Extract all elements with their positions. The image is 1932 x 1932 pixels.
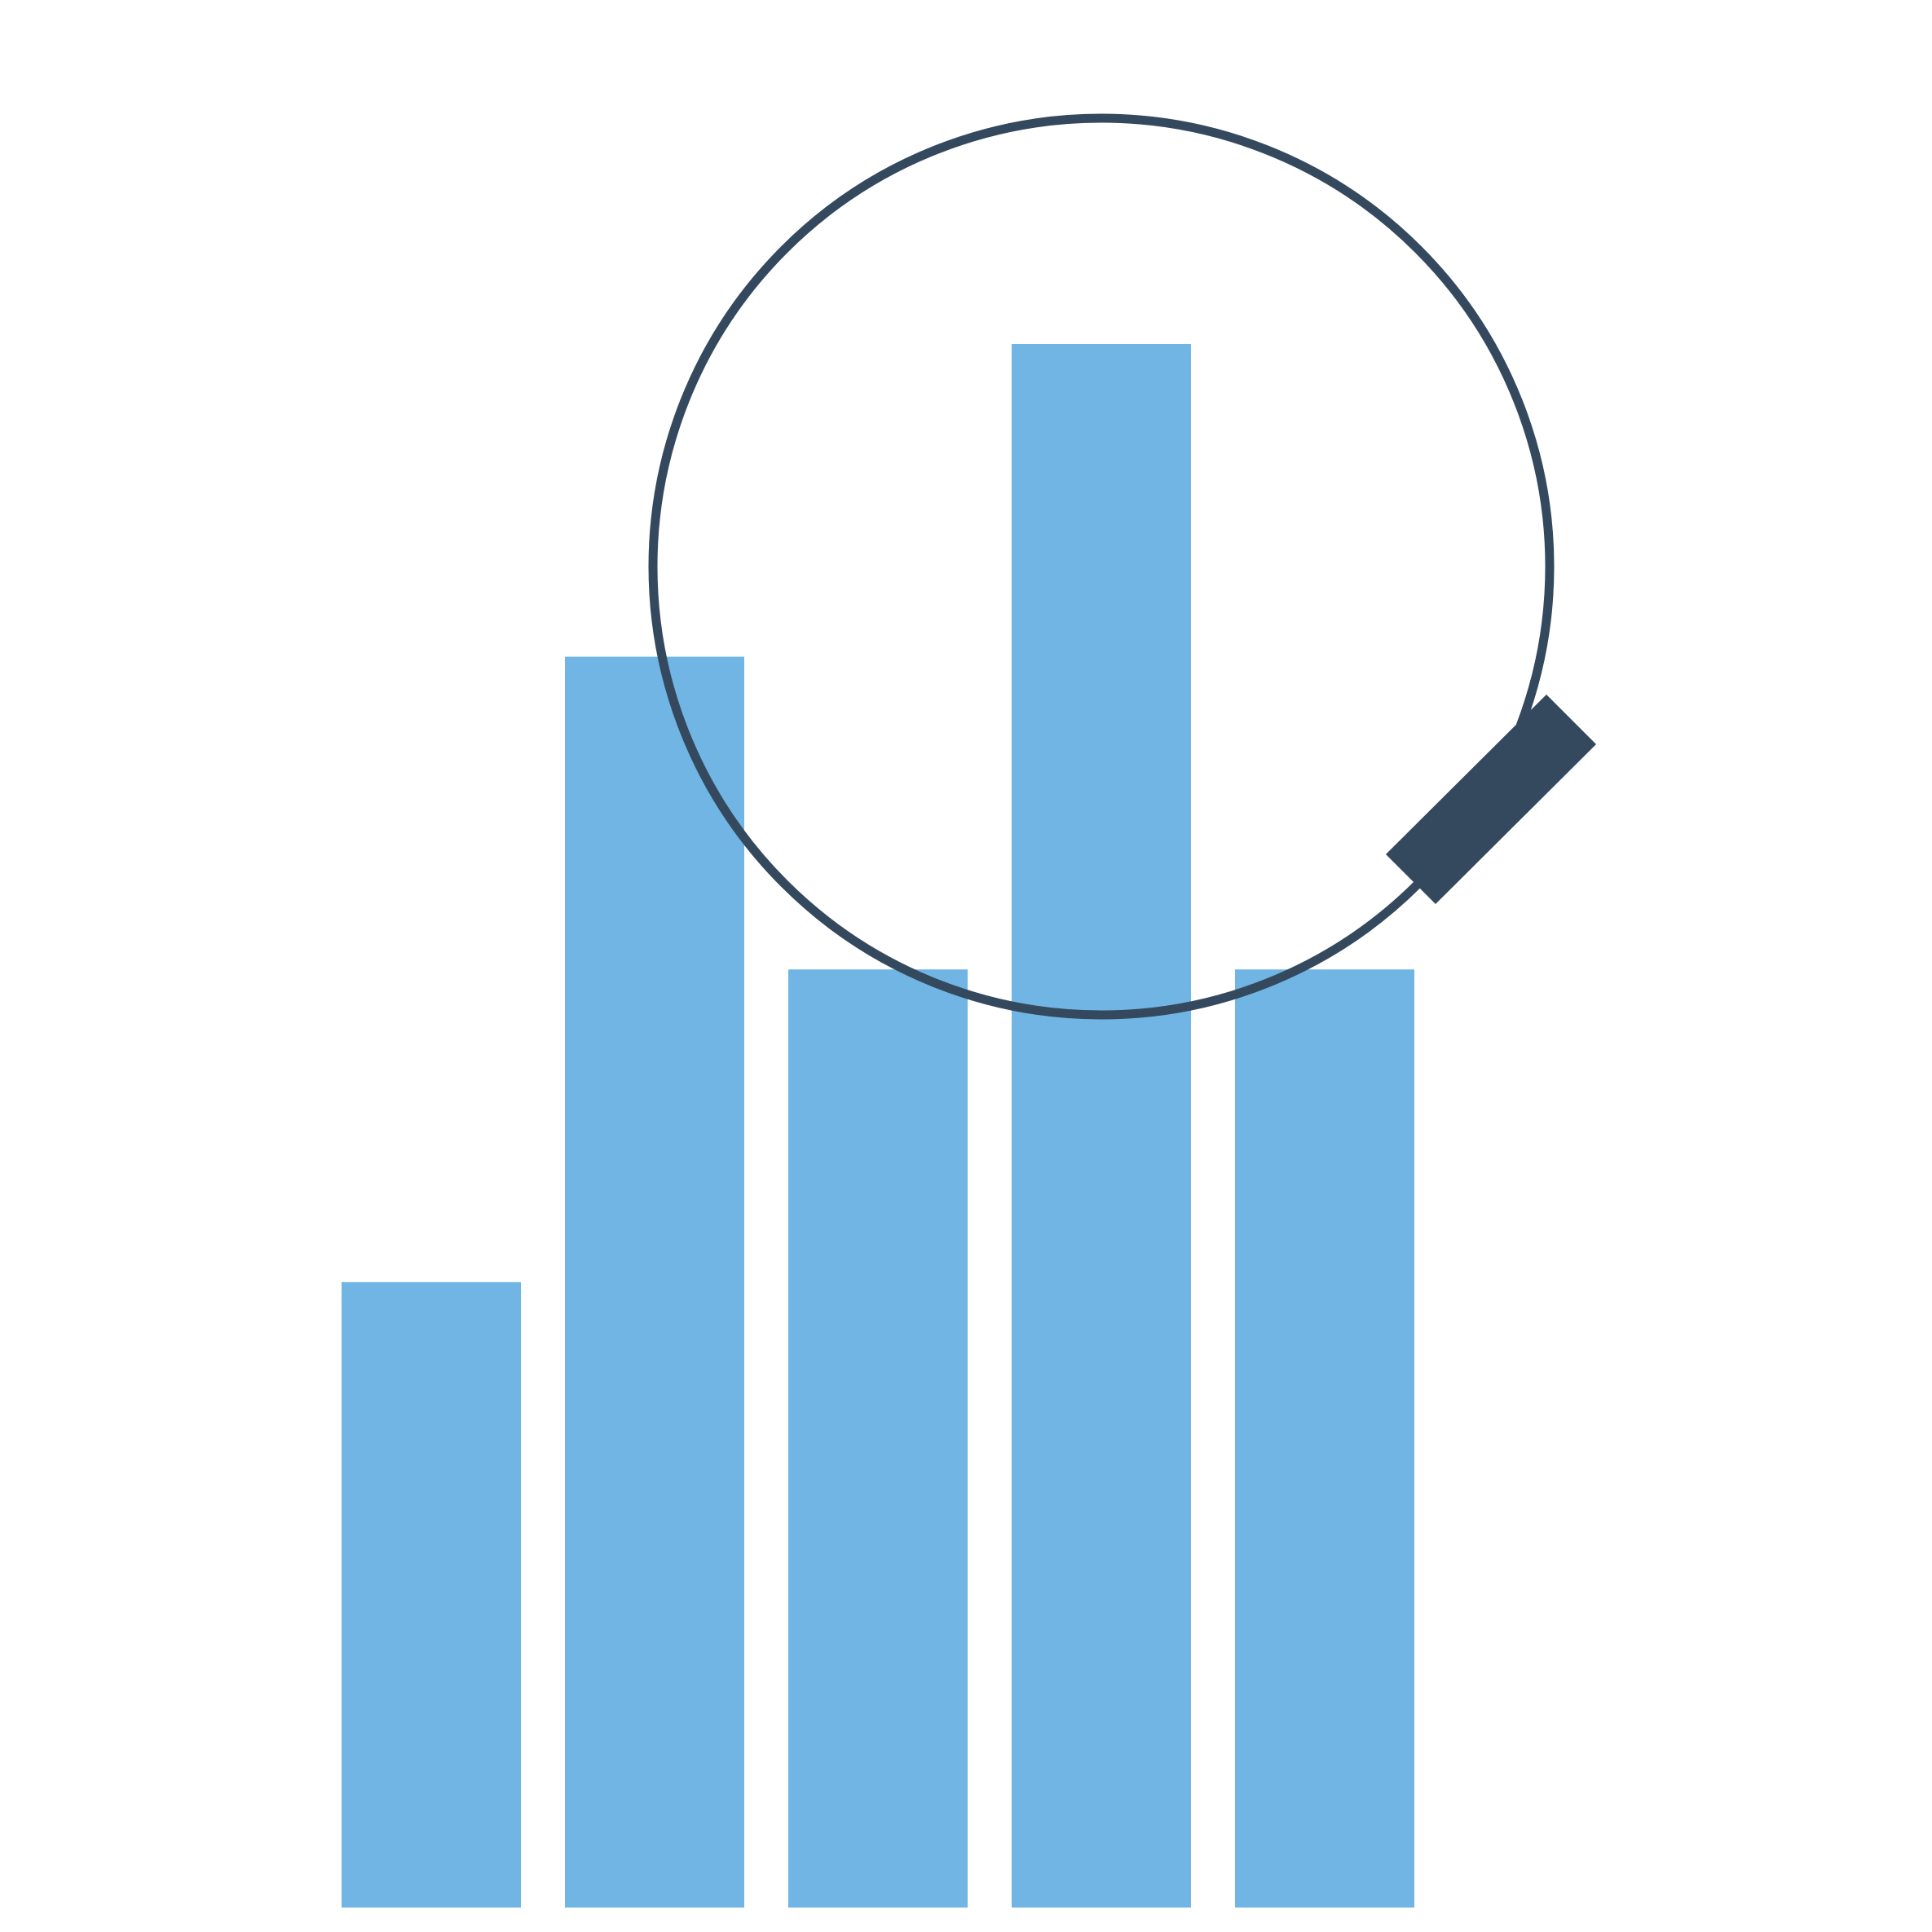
magnifier-icon	[648, 113, 1596, 1020]
bars-group	[342, 344, 1414, 1908]
bar-3	[788, 969, 968, 1908]
bar-1	[342, 1281, 521, 1908]
magnifier-lens	[648, 113, 1555, 1020]
bar-2	[565, 656, 744, 1908]
bar-4	[1012, 344, 1191, 1908]
magnifier-handle	[1386, 695, 1596, 904]
bar-5	[1235, 969, 1414, 1908]
